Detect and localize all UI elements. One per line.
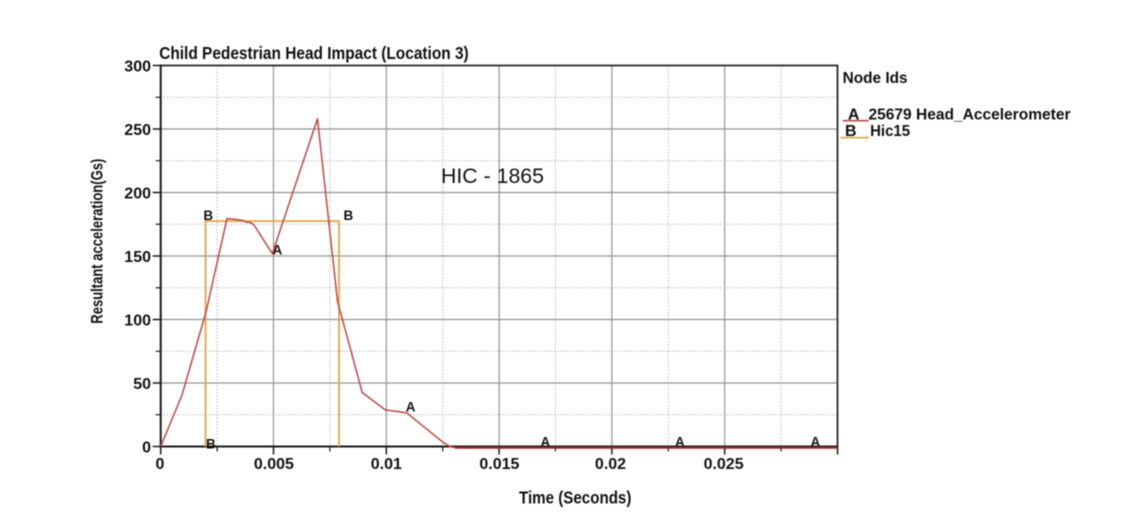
svg-text:0.02: 0.02 [595, 456, 626, 473]
svg-text:0.01: 0.01 [371, 456, 402, 473]
svg-text:250: 250 [124, 122, 151, 139]
svg-text:200: 200 [124, 186, 151, 203]
svg-text:Child Pedestrian Head Impact (: Child Pedestrian Head Impact (Location 3… [159, 43, 469, 63]
svg-text:A: A [406, 400, 416, 415]
svg-text:B: B [206, 437, 216, 452]
svg-text:0.015: 0.015 [479, 456, 519, 473]
svg-text:300: 300 [124, 59, 151, 76]
svg-text:0.025: 0.025 [704, 456, 744, 473]
svg-text:Resultant acceleration(Gs): Resultant acceleration(Gs) [89, 159, 107, 324]
svg-text:50: 50 [133, 376, 151, 393]
svg-text:B: B [845, 123, 857, 140]
svg-text:A: A [848, 107, 860, 124]
svg-text:25679 Head_Accelerometer: 25679 Head_Accelerometer [869, 107, 1071, 124]
svg-text:A: A [541, 434, 551, 449]
svg-text:B: B [203, 208, 213, 223]
svg-text:100: 100 [124, 313, 151, 330]
svg-text:Time (Seconds): Time (Seconds) [519, 488, 631, 508]
svg-text:A: A [675, 434, 685, 449]
svg-text:0.005: 0.005 [254, 456, 294, 473]
svg-text:0: 0 [142, 439, 151, 456]
svg-text:A: A [811, 434, 821, 449]
svg-text:HIC - 1865: HIC - 1865 [441, 165, 544, 188]
svg-text:B: B [344, 208, 354, 223]
svg-text:Node Ids: Node Ids [843, 70, 908, 87]
svg-text:0: 0 [156, 456, 165, 473]
svg-text:150: 150 [124, 249, 151, 266]
svg-text:Hic15: Hic15 [870, 123, 910, 140]
svg-text:A: A [273, 243, 283, 258]
